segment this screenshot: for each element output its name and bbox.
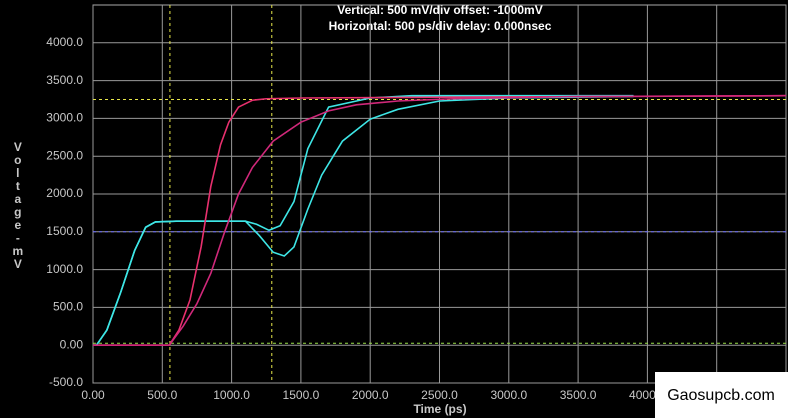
- y-tick-label: 0.00: [60, 337, 84, 351]
- y-tick-label: 3000.0: [46, 111, 83, 125]
- x-tick-label: 1500.0: [283, 388, 320, 402]
- x-tick-label: 2000.0: [352, 388, 389, 402]
- y-tick-label: 500.0: [53, 300, 83, 314]
- y-tick-label: 2500.0: [46, 148, 83, 162]
- y-axis-label: Voltage-mV: [11, 140, 25, 270]
- series-line: [93, 95, 634, 347]
- x-tick-label: 3500.0: [560, 388, 597, 402]
- x-tick-label: 500.0: [147, 388, 177, 402]
- x-tick-label: 1000.0: [213, 388, 250, 402]
- x-tick-label: 3000.0: [490, 388, 527, 402]
- x-axis-label: Time (ps): [413, 402, 466, 416]
- series-line: [93, 94, 787, 347]
- x-tick-label: 2500.0: [421, 388, 458, 402]
- chart-subtitle: Horizontal: 500 ps/div delay: 0.000nsec: [329, 19, 552, 33]
- y-tick-label: 1500.0: [46, 224, 83, 238]
- y-tick-label: 3500.0: [46, 73, 83, 87]
- x-tick-label: 0.00: [81, 388, 105, 402]
- series-line: [93, 94, 787, 347]
- y-tick-label: 2000.0: [46, 186, 83, 200]
- y-tick-label: -500.0: [49, 375, 83, 389]
- y-tick-label: 1000.0: [46, 262, 83, 276]
- y-tick-label: 4000.0: [46, 35, 83, 49]
- watermark: Gaosupcb.com: [667, 387, 775, 404]
- watermark-box: [655, 372, 788, 418]
